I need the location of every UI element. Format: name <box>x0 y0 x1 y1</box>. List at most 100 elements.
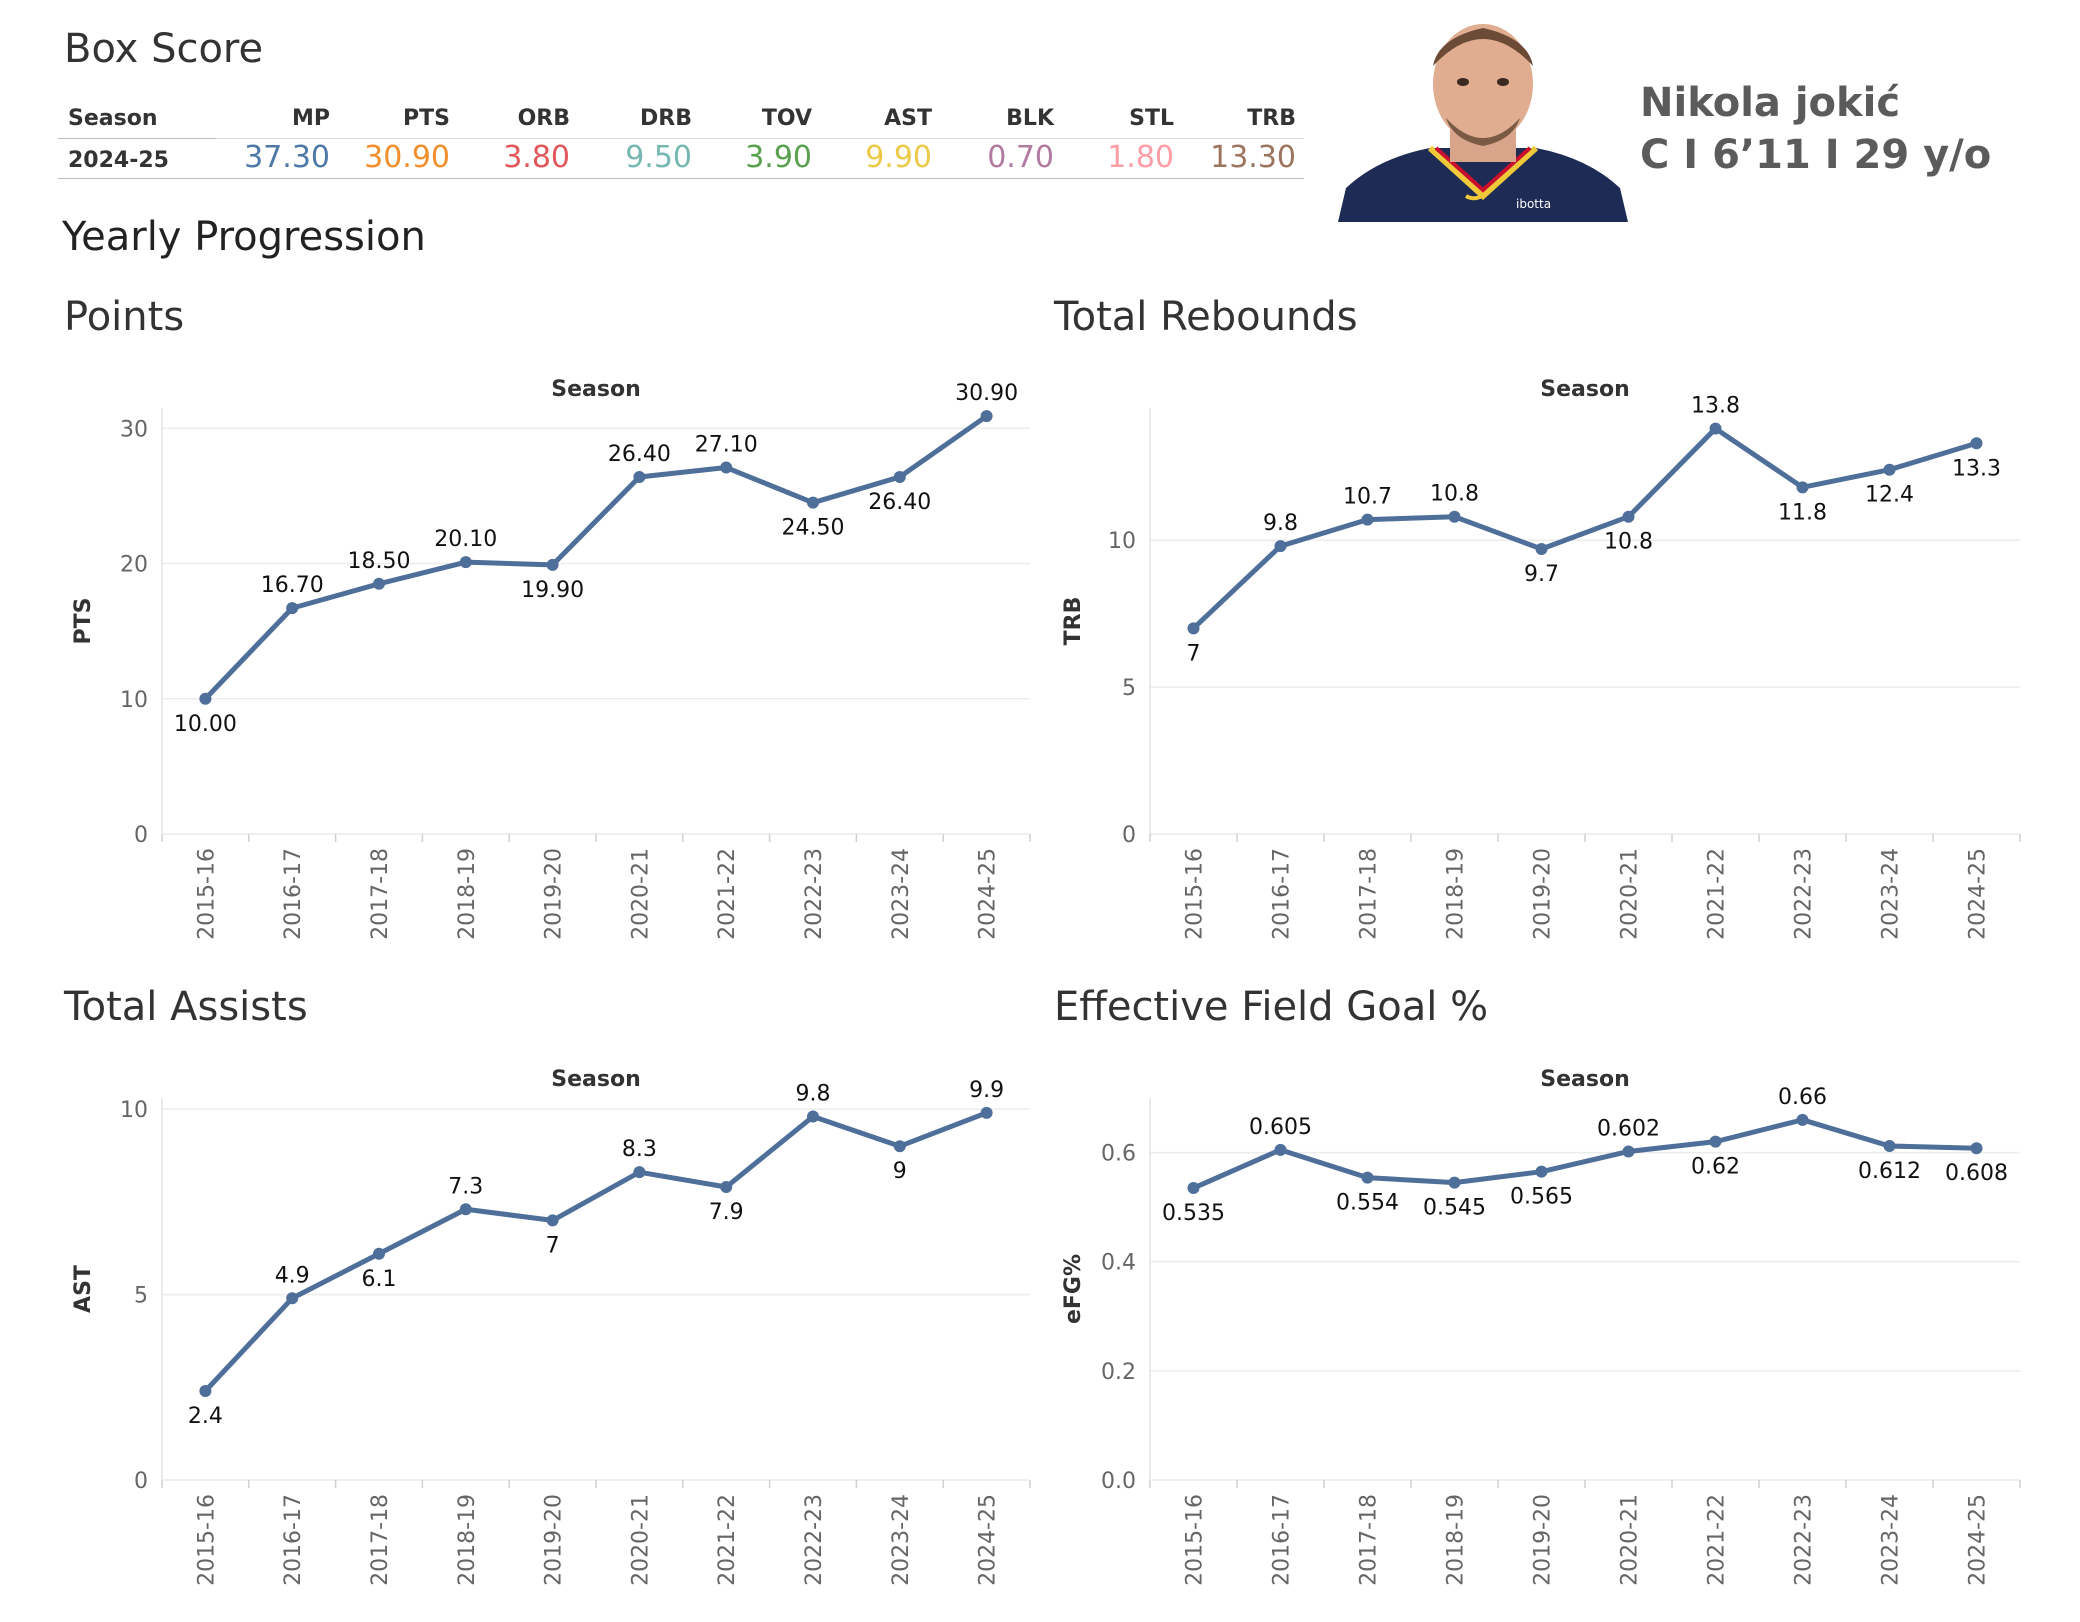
box-score-header-stl: STL <box>1129 106 1174 131</box>
chart-title-rebounds: Total Rebounds <box>1054 294 1358 340</box>
box-score-value-tov: 3.90 <box>745 140 812 175</box>
data-point[interactable] <box>1535 1165 1548 1178</box>
data-point[interactable] <box>1274 540 1287 553</box>
data-point[interactable] <box>807 496 819 509</box>
box-score-value-pts: 30.90 <box>364 140 450 175</box>
data-point[interactable] <box>286 602 299 615</box>
x-tick-label: 2024-25 <box>1966 848 1991 940</box>
chart-title-assists: Total Assists <box>64 984 308 1030</box>
data-point[interactable] <box>373 1247 385 1260</box>
box-score-season-value: 2024-25 <box>68 148 169 173</box>
data-point[interactable] <box>199 1384 212 1397</box>
box-score-header-ast: AST <box>884 106 932 131</box>
y-tick-label: 5 <box>134 1284 148 1309</box>
data-point[interactable] <box>893 1140 906 1153</box>
data-point[interactable] <box>1970 1142 1983 1155</box>
y-tick-label: 5 <box>1122 676 1136 701</box>
data-point[interactable] <box>1796 481 1809 494</box>
y-tick-label: 0.0 <box>1101 1469 1136 1494</box>
data-point[interactable] <box>1883 463 1896 476</box>
data-label: 2.4 <box>188 1404 223 1429</box>
data-point[interactable] <box>1448 1176 1461 1189</box>
data-label: 9.8 <box>1263 511 1298 536</box>
data-point[interactable] <box>633 1166 646 1179</box>
y-axis-label: PTS <box>71 598 96 645</box>
data-point[interactable] <box>1361 1171 1374 1184</box>
series-line <box>1191 426 1978 631</box>
data-label: 10.7 <box>1343 485 1392 510</box>
data-point[interactable] <box>1535 543 1548 556</box>
box-score-header-drb: DRB <box>640 106 692 131</box>
data-point[interactable] <box>199 692 212 705</box>
y-axis-label: eFG% <box>1061 1254 1086 1324</box>
data-point[interactable] <box>459 556 472 569</box>
x-tick-label: 2019-20 <box>542 848 567 940</box>
data-point[interactable] <box>1361 513 1374 526</box>
y-tick-label: 30 <box>120 417 148 442</box>
data-label: 8.3 <box>622 1137 657 1162</box>
data-label: 27.10 <box>695 433 758 458</box>
data-point[interactable] <box>1883 1140 1896 1153</box>
x-tick-label: 2024-25 <box>1966 1494 1991 1586</box>
box-score-header-pts: PTS <box>403 106 450 131</box>
data-label: 10.8 <box>1430 482 1479 507</box>
data-point[interactable] <box>1187 1182 1200 1195</box>
data-point[interactable] <box>1709 1135 1722 1148</box>
data-point[interactable] <box>807 1110 819 1123</box>
x-tick-label: 2023-24 <box>889 848 914 940</box>
x-tick-label: 2017-18 <box>1357 848 1382 940</box>
data-label: 0.535 <box>1162 1201 1225 1226</box>
data-point[interactable] <box>1187 622 1200 635</box>
y-tick-label: 0.2 <box>1101 1360 1136 1385</box>
x-tick-label: 2021-22 <box>715 1494 740 1586</box>
y-tick-label: 10 <box>120 688 148 713</box>
jersey-sponsor-text: ibotta <box>1516 197 1551 211</box>
x-tick-label: 2022-23 <box>1792 1494 1817 1586</box>
data-point[interactable] <box>720 1181 733 1194</box>
data-label: 9.8 <box>796 1082 831 1107</box>
x-tick-label: 2018-19 <box>1444 848 1469 940</box>
x-tick-label: 2024-25 <box>976 1494 1001 1586</box>
series-line <box>203 414 989 701</box>
data-label: 16.70 <box>261 573 324 598</box>
data-point[interactable] <box>546 558 559 571</box>
data-label: 6.1 <box>362 1267 397 1292</box>
box-score-title: Box Score <box>64 26 264 72</box>
data-label: 0.602 <box>1597 1116 1660 1141</box>
data-point[interactable] <box>980 410 993 423</box>
x-tick-label: 2017-18 <box>1357 1494 1382 1586</box>
data-point[interactable] <box>1622 510 1635 523</box>
x-tick-label: 2016-17 <box>281 848 306 940</box>
data-label: 13.3 <box>1952 456 2001 481</box>
data-point[interactable] <box>1709 422 1722 435</box>
data-point[interactable] <box>633 470 646 483</box>
data-label: 0.66 <box>1778 1085 1827 1110</box>
data-point[interactable] <box>546 1214 559 1227</box>
data-label: 19.90 <box>521 578 584 603</box>
data-point[interactable] <box>720 461 733 474</box>
data-label: 12.4 <box>1865 483 1914 508</box>
data-label: 4.9 <box>275 1263 310 1288</box>
data-point[interactable] <box>373 577 385 590</box>
data-point[interactable] <box>459 1203 472 1216</box>
x-tick-label: 2017-18 <box>368 1494 393 1586</box>
data-point[interactable] <box>980 1106 993 1119</box>
data-point[interactable] <box>1970 437 1983 450</box>
data-label: 26.40 <box>868 490 931 515</box>
data-point[interactable] <box>286 1292 299 1305</box>
data-point[interactable] <box>1796 1113 1809 1126</box>
x-tick-label: 2020-21 <box>628 1494 653 1586</box>
y-axis-label: TRB <box>1061 597 1086 646</box>
player-name: Nikola jokić <box>1640 80 1901 126</box>
x-axis-title: Season <box>1540 377 1629 402</box>
x-tick-label: 2018-19 <box>455 1494 480 1586</box>
data-point[interactable] <box>1622 1145 1635 1158</box>
data-point[interactable] <box>893 470 906 483</box>
x-tick-label: 2019-20 <box>1531 1494 1556 1586</box>
section-title: Yearly Progression <box>62 214 426 260</box>
y-tick-label: 0.6 <box>1101 1142 1136 1167</box>
data-point[interactable] <box>1448 510 1461 523</box>
data-point[interactable] <box>1274 1143 1287 1156</box>
box-score-header-blk: BLK <box>1006 106 1054 131</box>
